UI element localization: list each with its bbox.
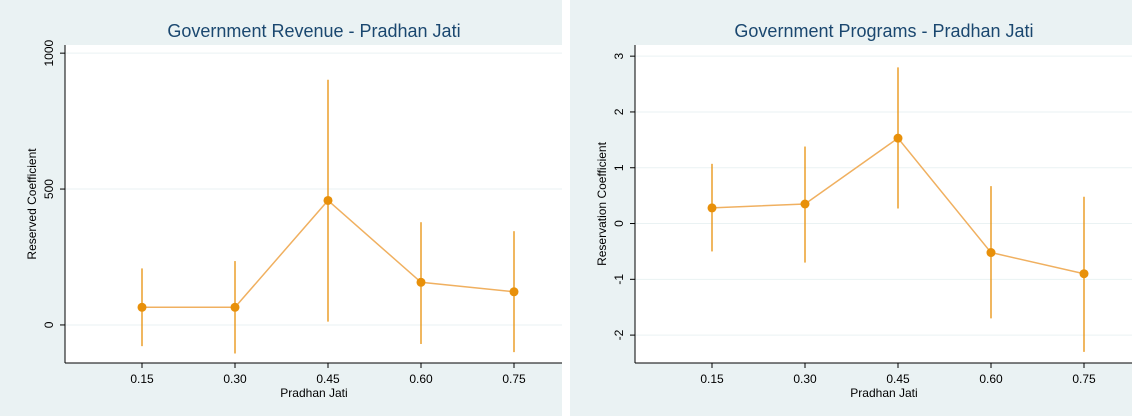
y-tick-label: 3 bbox=[612, 53, 626, 60]
x-tick-label: 0.60 bbox=[409, 372, 433, 386]
data-point bbox=[800, 199, 810, 209]
plot-area bbox=[635, 45, 1132, 363]
y-tick-label: -1 bbox=[612, 274, 626, 285]
y-tick-label: 2 bbox=[612, 108, 626, 115]
y-tick-label: 1000 bbox=[42, 39, 56, 66]
chart-panel-revenue: Government Revenue - Pradhan Jati 0 500 10… bbox=[0, 0, 562, 416]
data-point bbox=[509, 287, 519, 297]
chart-programs: Government Programs - Pradhan Jati -2 -1 0… bbox=[595, 21, 1132, 400]
chart-title: Government Programs - Pradhan Jati bbox=[734, 21, 1033, 41]
x-tick-label: 0.75 bbox=[1072, 372, 1096, 386]
y-tick-label: 0 bbox=[42, 321, 56, 328]
chart-revenue: Government Revenue - Pradhan Jati 0 500 10… bbox=[25, 21, 562, 400]
y-axis-label: Reservation Coefficient bbox=[595, 141, 609, 266]
x-tick-label: 0.45 bbox=[316, 372, 340, 386]
x-ticks: 0.15 0.30 0.45 0.60 0.75 bbox=[130, 363, 526, 386]
y-ticks: -2 -1 0 1 2 3 bbox=[612, 53, 635, 340]
x-ticks: 0.15 0.30 0.45 0.60 0.75 bbox=[700, 363, 1096, 386]
x-axis-label: Pradhan Jati bbox=[850, 386, 917, 400]
chart-panel-programs: Government Programs - Pradhan Jati -2 -1 0… bbox=[570, 0, 1132, 416]
data-points bbox=[137, 195, 519, 312]
x-tick-label: 0.45 bbox=[886, 372, 910, 386]
x-tick-label: 0.30 bbox=[223, 372, 247, 386]
gridlines bbox=[65, 52, 562, 326]
data-point bbox=[230, 302, 240, 312]
data-point bbox=[416, 277, 426, 287]
y-tick-label: -2 bbox=[612, 329, 626, 340]
x-axis-label: Pradhan Jati bbox=[280, 386, 347, 400]
x-tick-label: 0.15 bbox=[700, 372, 724, 386]
data-points bbox=[707, 133, 1089, 279]
y-axis-label: Reserved Coefficient bbox=[25, 148, 39, 260]
plot-area bbox=[65, 45, 562, 363]
y-ticks: 0 500 1000 bbox=[42, 39, 65, 328]
gridlines bbox=[635, 55, 1132, 336]
data-point bbox=[707, 203, 717, 213]
y-tick-label: 0 bbox=[612, 220, 626, 227]
x-tick-label: 0.60 bbox=[979, 372, 1003, 386]
data-point bbox=[1079, 269, 1089, 279]
y-tick-label: 500 bbox=[42, 179, 56, 199]
y-tick-label: 1 bbox=[612, 164, 626, 171]
x-tick-label: 0.75 bbox=[502, 372, 526, 386]
x-tick-label: 0.30 bbox=[793, 372, 817, 386]
data-point bbox=[986, 248, 996, 258]
x-tick-label: 0.15 bbox=[130, 372, 154, 386]
data-point bbox=[323, 195, 333, 205]
data-point bbox=[893, 133, 903, 143]
chart-title: Government Revenue - Pradhan Jati bbox=[167, 21, 460, 41]
data-point bbox=[137, 302, 147, 312]
